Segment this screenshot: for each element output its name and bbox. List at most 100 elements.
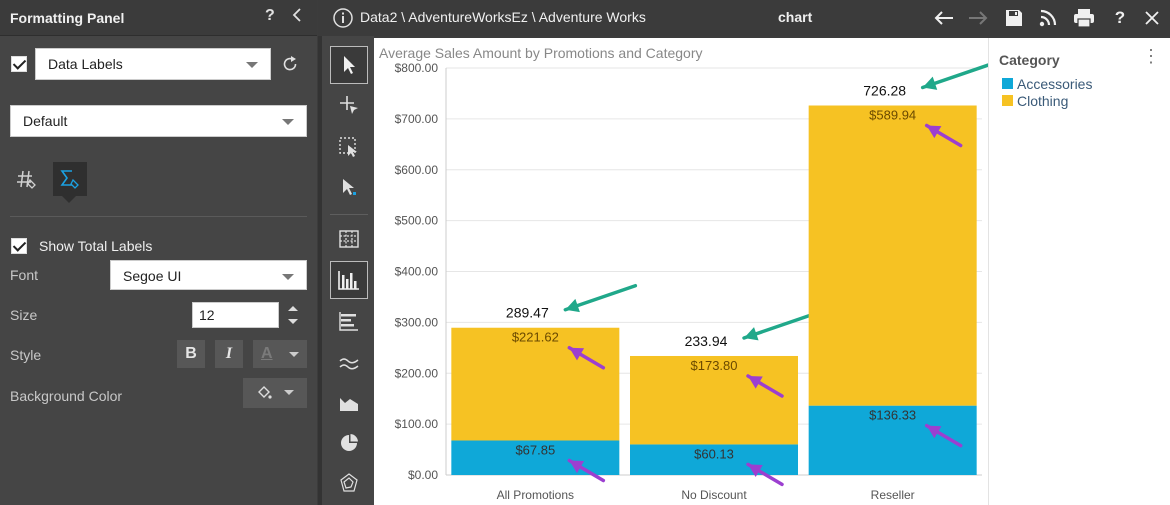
- bar-clothing-1: [630, 355, 798, 445]
- size-value: 12: [199, 307, 215, 323]
- background-color-button[interactable]: [243, 378, 307, 408]
- y-tick-label: $800.00: [395, 61, 439, 75]
- legend-label: Clothing: [1017, 93, 1069, 109]
- paint-bucket-icon: [258, 386, 272, 399]
- lasso-select-icon[interactable]: [330, 128, 368, 166]
- top-bar: Data2 \ AdventureWorksEz \ Adventure Wor…: [318, 0, 1170, 36]
- font-dropdown[interactable]: Segoe UI: [110, 260, 307, 290]
- data-label: $60.13: [694, 446, 734, 461]
- background-color-label: Background Color: [10, 388, 123, 404]
- chart-plot: $0.00 $100.00 $200.00 $300.00 $400.00 $500.00…: [395, 61, 988, 502]
- font-value: Segoe UI: [123, 268, 182, 284]
- question-mark-icon[interactable]: ?: [265, 7, 275, 24]
- show-total-labels-checkbox[interactable]: [11, 238, 27, 254]
- reset-icon[interactable]: [280, 54, 300, 79]
- stepper-up-icon[interactable]: [288, 306, 298, 311]
- size-input[interactable]: 12: [192, 302, 279, 328]
- annotation-arrow-green-head: [565, 298, 580, 313]
- label-type-value: Data Labels: [48, 56, 123, 72]
- area-chart-icon[interactable]: [330, 384, 368, 422]
- print-icon[interactable]: [1072, 6, 1096, 30]
- legend-swatch: [1002, 78, 1013, 89]
- radar-chart-icon[interactable]: [330, 464, 368, 502]
- pointer-tool-icon[interactable]: [330, 46, 368, 84]
- y-tick-label: $500.00: [395, 214, 439, 228]
- data-labels-checkbox[interactable]: [11, 56, 27, 72]
- bar-accessories-0: [451, 440, 620, 475]
- data-label: $589.94: [869, 108, 916, 123]
- view-name: chart: [778, 9, 813, 25]
- legend-item-accessories[interactable]: Accessories: [1002, 76, 1092, 92]
- crosshair-tool-icon[interactable]: [330, 86, 368, 124]
- pie-chart-icon[interactable]: [330, 424, 368, 462]
- panel-divider: [10, 216, 307, 217]
- y-tick-label: $600.00: [395, 163, 439, 177]
- chart-title: Average Sales Amount by Promotions and C…: [379, 45, 703, 61]
- chevron-down-icon: [284, 390, 294, 395]
- sigma-format-icon: [60, 170, 79, 189]
- help-icon[interactable]: ?: [1114, 8, 1126, 27]
- more-options-icon[interactable]: ⋮: [1142, 46, 1160, 66]
- total-label: 233.94: [685, 333, 728, 349]
- breadcrumb: Data2 \ AdventureWorksEz \ Adventure Wor…: [360, 9, 646, 25]
- save-icon[interactable]: [1002, 6, 1026, 30]
- tab-pointer: [62, 196, 76, 203]
- legend-item-clothing[interactable]: Clothing: [1002, 93, 1068, 109]
- back-arrow-icon[interactable]: [932, 6, 956, 30]
- panel-header: Formatting Panel ?: [0, 0, 317, 36]
- size-label: Size: [10, 307, 38, 323]
- x-tick-label: No Discount: [681, 488, 747, 502]
- y-tick-label: $0.00: [408, 468, 438, 482]
- italic-button[interactable]: I: [215, 340, 243, 368]
- annotation-arrow-purple-head: [569, 347, 585, 361]
- data-label: $221.62: [512, 330, 559, 345]
- total-label: 726.28: [863, 83, 906, 99]
- legend-label: Accessories: [1017, 76, 1093, 92]
- font-color-button[interactable]: A: [253, 340, 307, 368]
- annotation-arrow-green-head: [922, 76, 938, 90]
- total-labels-tab[interactable]: [53, 162, 87, 196]
- y-tick-label: $100.00: [395, 417, 439, 431]
- stepper-down-icon[interactable]: [288, 319, 298, 324]
- y-tick-label: $400.00: [395, 265, 439, 279]
- panel-title: Formatting Panel: [10, 10, 125, 26]
- annotation-arrow-purple-head: [748, 375, 763, 389]
- annotation-arrow-purple-head: [926, 125, 942, 139]
- annotation-arrow-purple-head: [748, 464, 763, 478]
- bold-button[interactable]: B: [177, 340, 205, 368]
- line-chart-icon[interactable]: [330, 344, 368, 382]
- close-icon[interactable]: [1140, 6, 1164, 30]
- info-icon[interactable]: [332, 7, 354, 34]
- x-tick-label: Reseller: [871, 488, 915, 502]
- legend-swatch: [1002, 95, 1013, 106]
- rss-icon[interactable]: [1036, 6, 1060, 30]
- drill-pointer-icon[interactable]: [330, 168, 368, 206]
- chevron-down-icon: [246, 62, 258, 68]
- preset-dropdown[interactable]: Default: [10, 105, 307, 137]
- hash-format-icon: [17, 170, 36, 189]
- data-label: $173.80: [691, 358, 738, 373]
- bar-chart-icon[interactable]: [330, 261, 368, 299]
- y-tick-label: $200.00: [395, 366, 439, 380]
- annotation-arrow-purple-head: [569, 460, 585, 474]
- toolbar-separator: [330, 214, 368, 215]
- formatting-panel: Formatting Panel ? Data Labels Default S…: [0, 0, 317, 505]
- font-color-icon: A: [261, 345, 273, 362]
- style-label: Style: [10, 347, 42, 363]
- grid-table-icon[interactable]: [330, 220, 368, 258]
- data-label: $67.85: [515, 442, 555, 457]
- size-stepper[interactable]: [286, 302, 300, 328]
- chevron-down-icon: [282, 274, 294, 280]
- legend: Category ⋮ Accessories Clothing: [988, 38, 1170, 505]
- chart-area: Average Sales Amount by Promotions and C…: [374, 38, 988, 505]
- chart-toolbar: [318, 36, 374, 505]
- y-tick-label: $700.00: [395, 112, 439, 126]
- label-type-dropdown[interactable]: Data Labels: [35, 48, 271, 80]
- data-label: $136.33: [869, 408, 916, 423]
- forward-arrow-icon[interactable]: [966, 6, 990, 30]
- chevron-left-icon[interactable]: [291, 7, 303, 28]
- preset-value: Default: [23, 113, 68, 129]
- number-format-tab[interactable]: [10, 162, 44, 196]
- y-tick-label: $300.00: [395, 315, 439, 329]
- horizontal-bar-icon[interactable]: [330, 302, 368, 340]
